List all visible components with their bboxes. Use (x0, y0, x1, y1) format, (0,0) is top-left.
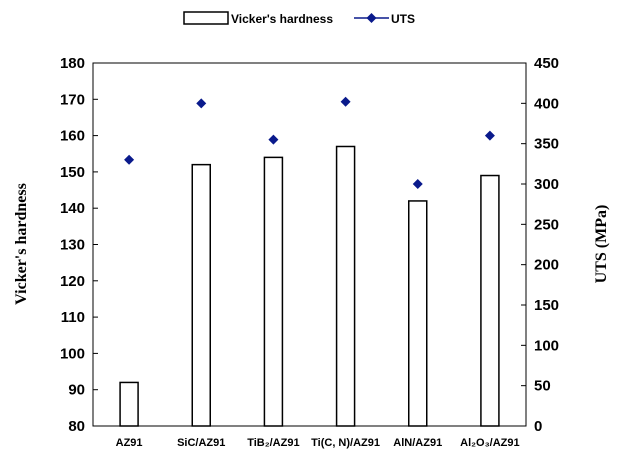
hardness-bar (408, 200, 428, 427)
hardness-bar (335, 145, 356, 427)
legend-label-uts: UTS (391, 12, 415, 26)
plot-area (92, 62, 527, 427)
left-tick-label: 170 (60, 91, 85, 108)
left-axis-ticks: 80 90 100 110 120 130 140 150 160 170 180 (60, 55, 98, 435)
category-label: Ti(C, N)/AZ91 (311, 437, 380, 449)
y2-axis-title: UTS (MPa) (593, 205, 610, 284)
category-label: AlN/AZ91 (393, 437, 442, 449)
y-axis-title: Vicker's hardness (13, 183, 30, 305)
left-tick-label: 80 (68, 418, 85, 435)
left-tick-label: 140 (60, 200, 85, 217)
uts-series (124, 96, 495, 189)
hardness-bar (191, 163, 211, 427)
right-tick-label: 400 (534, 95, 559, 112)
category-label: SiC/AZ91 (177, 437, 225, 449)
right-axis-ticks: 0 50 100 150 200 250 300 350 400 450 (521, 55, 559, 435)
legend: Vicker's hardness UTS (183, 11, 415, 26)
legend-label-hardness: Vicker's hardness (231, 12, 333, 26)
left-tick-label: 130 (60, 237, 85, 254)
uts-point (484, 130, 495, 141)
uts-point (340, 96, 351, 107)
legend-marker-uts (366, 13, 377, 23)
category-labels: AZ91 SiC/AZ91 TiB₂/AZ91 Ti(C, N)/AZ91 AlN/AZ… (116, 437, 520, 449)
hardness-bar (119, 381, 139, 427)
right-tick-label: 250 (534, 216, 559, 233)
left-tick-label: 110 (61, 309, 85, 326)
uts-point (268, 134, 279, 145)
uts-point (124, 154, 135, 165)
category-label: Al₂O₃/AZ91 (460, 437, 520, 449)
bar-series (119, 145, 500, 427)
left-tick-label: 100 (60, 345, 85, 362)
right-tick-label: 50 (534, 378, 551, 395)
right-tick-label: 0 (534, 418, 542, 435)
hardness-bar (480, 174, 500, 427)
legend-swatch-hardness (183, 11, 229, 25)
left-tick-label: 90 (68, 382, 85, 399)
category-label: TiB₂/AZ91 (247, 437, 299, 449)
uts-point (196, 98, 207, 109)
right-tick-label: 200 (534, 257, 559, 274)
right-tick-label: 100 (534, 337, 559, 354)
category-label: AZ91 (116, 437, 143, 449)
left-tick-label: 120 (60, 273, 85, 290)
right-tick-label: 350 (534, 136, 559, 153)
hardness-bar (263, 156, 284, 427)
left-tick-label: 160 (60, 128, 85, 145)
right-tick-label: 300 (534, 176, 559, 193)
uts-point (412, 179, 423, 189)
left-tick-label: 180 (60, 55, 85, 72)
right-tick-label: 150 (534, 297, 559, 314)
left-tick-label: 150 (60, 164, 85, 181)
right-tick-label: 450 (534, 55, 559, 72)
